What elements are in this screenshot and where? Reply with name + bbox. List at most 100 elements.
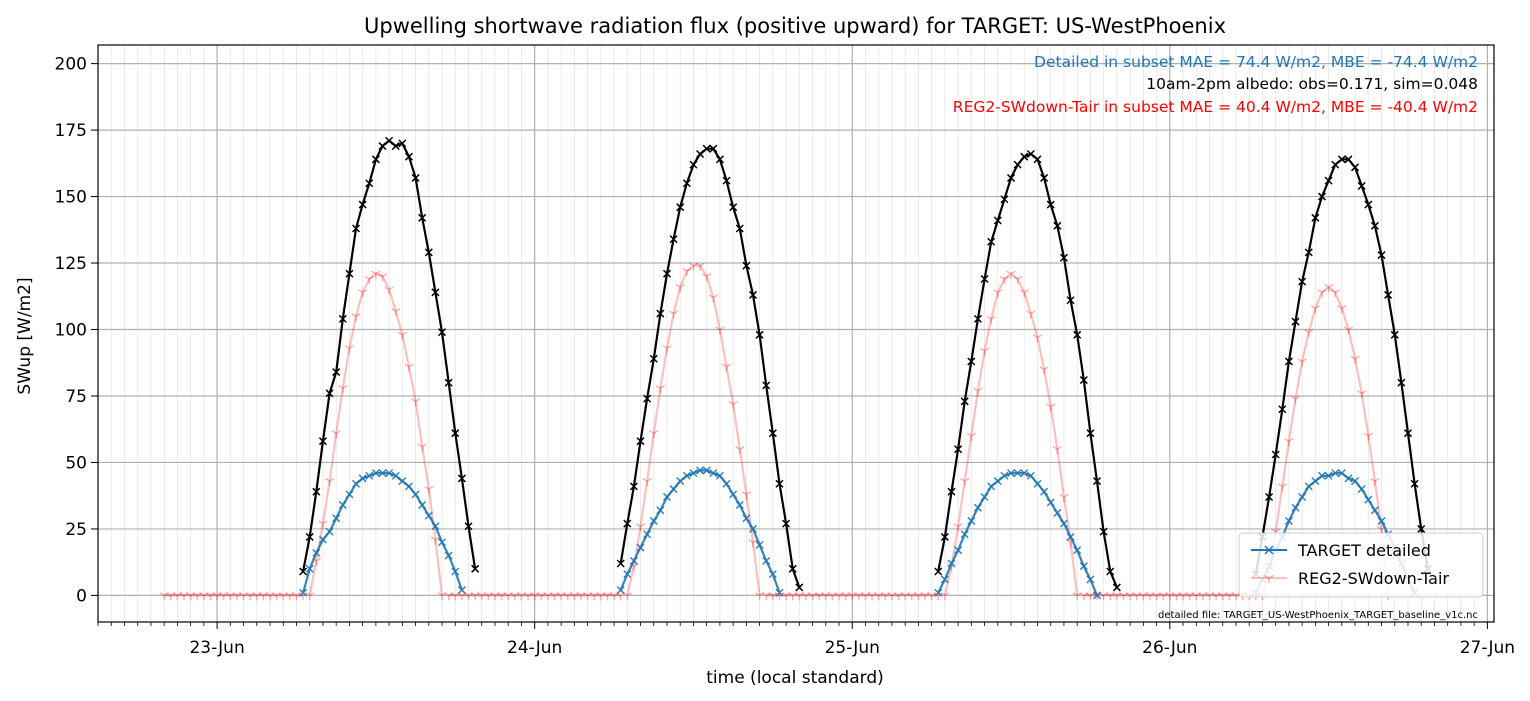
legend-box [1238, 532, 1484, 598]
data-point [530, 592, 540, 601]
data-point [444, 378, 453, 387]
data-point [940, 532, 949, 541]
data-point [1026, 310, 1036, 319]
series-line [619, 147, 801, 588]
data-point [742, 514, 751, 523]
data-point [973, 503, 982, 512]
data-point [748, 290, 758, 299]
data-point [431, 522, 440, 531]
series-line [943, 272, 1079, 596]
data-point [1151, 592, 1162, 601]
legend-label-target-detailed: TARGET detailed [1297, 541, 1431, 560]
data-point [331, 430, 341, 439]
data-point [1105, 592, 1115, 601]
data-point [1165, 592, 1175, 601]
data-point [827, 592, 838, 601]
data-point [1357, 390, 1367, 399]
data-point [754, 592, 765, 601]
data-point [418, 213, 427, 222]
data-point [1112, 583, 1121, 592]
data-point [1092, 477, 1102, 486]
data-point [464, 522, 473, 531]
data-point [1059, 493, 1069, 503]
data-point [483, 592, 493, 601]
data-point [1046, 498, 1055, 507]
data-point [232, 592, 242, 601]
data-point [907, 592, 917, 601]
data-point [378, 142, 387, 151]
data-point [1278, 405, 1287, 414]
data-point [987, 237, 996, 246]
data-point [960, 397, 969, 406]
legend: TARGET detailed REG2-SWdown-Tair [1238, 532, 1484, 598]
data-point [874, 592, 884, 601]
data-point [655, 384, 665, 394]
data-point [728, 400, 738, 409]
data-point [1410, 479, 1419, 488]
data-point [312, 548, 321, 557]
data-point [1053, 221, 1062, 230]
data-point [457, 474, 466, 483]
data-point [212, 592, 222, 601]
data-point [676, 477, 685, 486]
data-point [662, 345, 672, 354]
data-point [285, 592, 295, 601]
data-point [384, 286, 394, 295]
data-point [893, 592, 904, 601]
x-tick-label: 23-Jun [189, 638, 244, 658]
data-point [1337, 469, 1346, 478]
data-point [1331, 160, 1340, 169]
x-axis: 23-Jun 24-Jun 25-Jun 26-Jun 27-Jun [97, 622, 1515, 658]
data-point [1046, 403, 1056, 412]
data-point [741, 491, 752, 500]
data-point [635, 523, 646, 532]
data-point [1304, 248, 1313, 257]
data-point [1323, 283, 1334, 292]
data-point [748, 524, 758, 533]
data-point [675, 283, 685, 292]
data-point [338, 500, 347, 510]
data-point [689, 469, 698, 478]
data-point [490, 592, 500, 601]
data-point [536, 592, 546, 601]
data-point [689, 160, 698, 169]
data-point [265, 592, 275, 601]
data-point [715, 326, 725, 335]
data-point [437, 592, 447, 601]
data-point [516, 592, 527, 601]
data-point [1304, 329, 1314, 338]
data-point [649, 430, 659, 439]
data-point [755, 330, 764, 339]
data-point [682, 179, 691, 188]
data-point [987, 482, 996, 491]
data-point [351, 224, 361, 233]
data-point [324, 478, 335, 487]
data-point [1079, 376, 1088, 385]
data-point [1330, 289, 1340, 298]
data-point [1351, 477, 1360, 486]
data-point [729, 490, 738, 499]
data-point [616, 586, 625, 595]
data-point [589, 592, 599, 601]
y-tick-label: 125 [55, 254, 87, 274]
data-point [563, 592, 573, 601]
data-point [649, 516, 658, 525]
data-point [172, 592, 183, 601]
data-point [775, 479, 784, 488]
data-point [1370, 478, 1380, 487]
data-point [1310, 305, 1320, 314]
data-point [1032, 334, 1043, 343]
data-point [788, 592, 798, 601]
data-point [602, 592, 613, 601]
data-point [225, 592, 235, 601]
data-point [768, 592, 778, 601]
data-point [801, 592, 811, 601]
data-point [960, 478, 970, 487]
data-point [1099, 527, 1108, 536]
data-point [709, 144, 718, 153]
data-point [1271, 450, 1280, 459]
data-point [781, 592, 791, 601]
data-point [438, 538, 447, 547]
data-point [1020, 469, 1029, 478]
data-point [1052, 446, 1062, 455]
